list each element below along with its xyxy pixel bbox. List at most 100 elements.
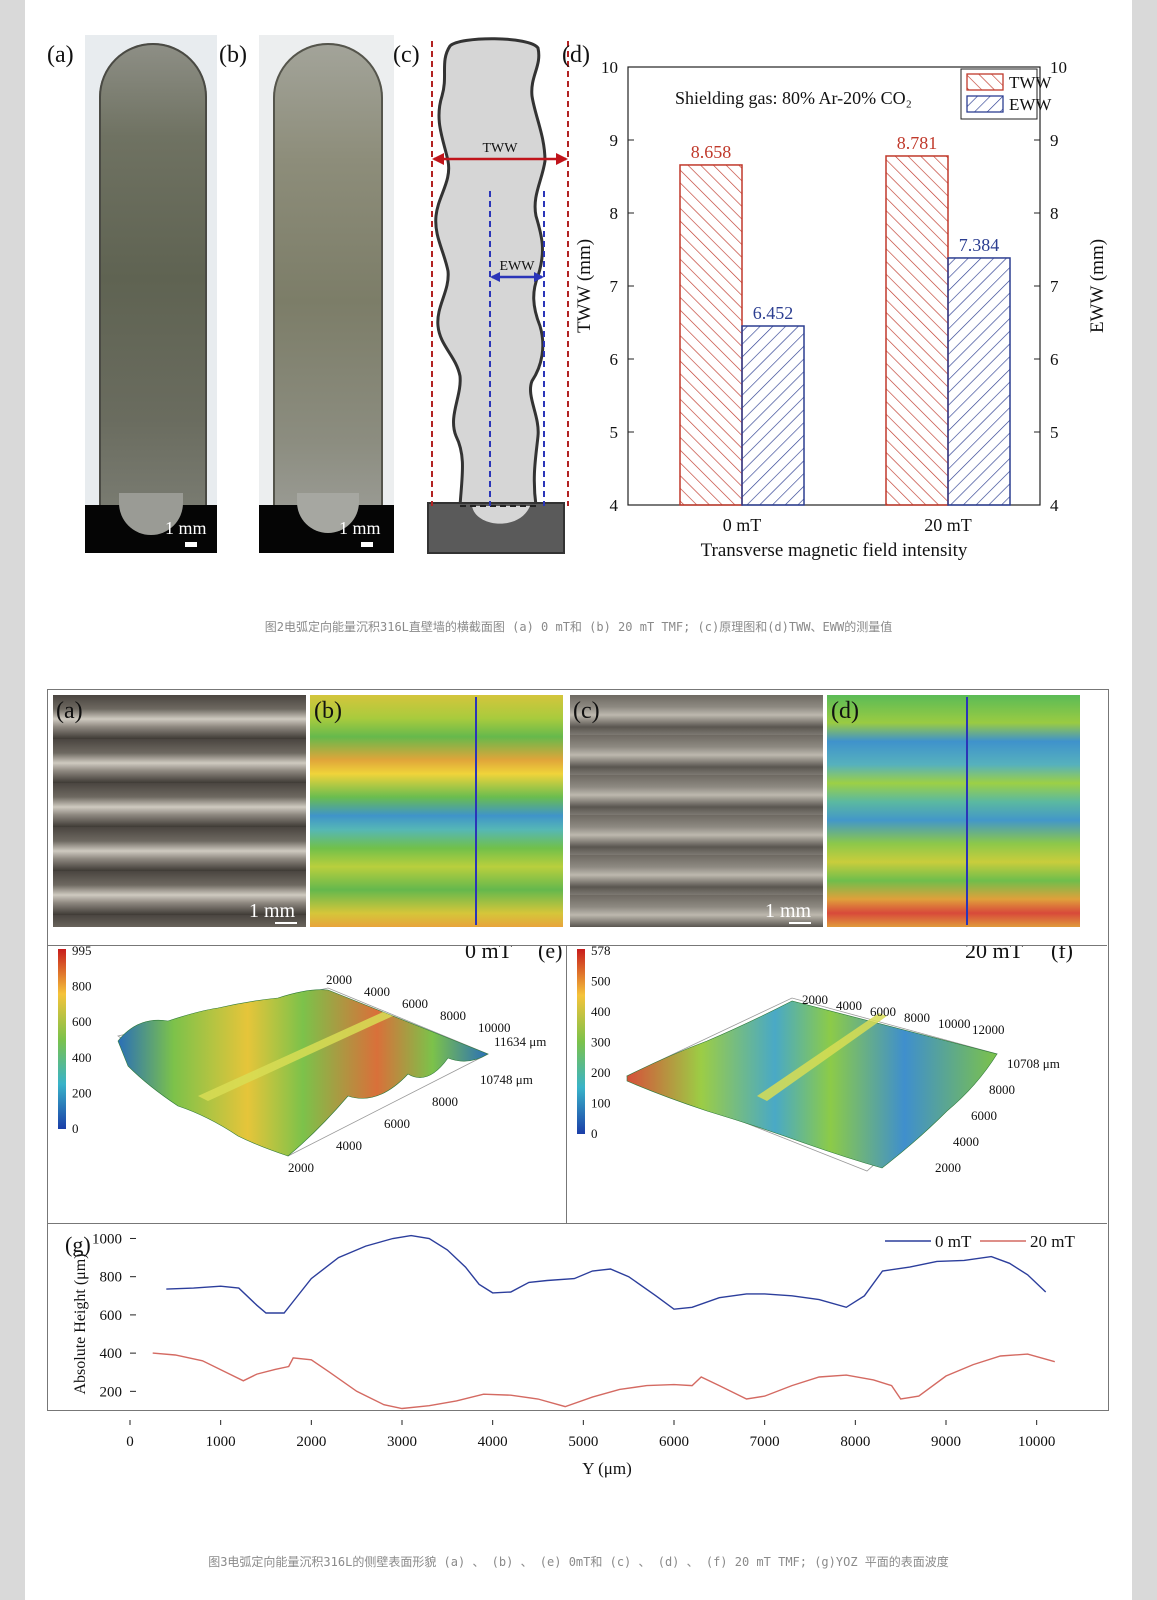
- bar-tww: [885, 155, 949, 506]
- fig3-scale-c: 1 mm: [765, 900, 812, 922]
- fig2-scale-b: 1 mm: [339, 518, 381, 538]
- fig3-scale-a: 1 mm: [249, 900, 296, 922]
- y-tick-label: 1000: [92, 1231, 122, 1247]
- y-tick-label: 7: [610, 277, 619, 296]
- x-tick-label: 0: [126, 1434, 134, 1450]
- divider: [566, 945, 567, 1223]
- y2-tick-label: 9: [1050, 131, 1059, 150]
- colorbar-tick-label: 600: [72, 1014, 92, 1029]
- colorbar-tick-label: 200: [591, 1065, 611, 1080]
- scale-bar: [275, 922, 297, 924]
- y-tick-label: 10: [601, 58, 618, 77]
- x-tick-label: 8000: [840, 1434, 870, 1450]
- divider: [47, 945, 1107, 946]
- y-tick-label: 8: [610, 204, 619, 223]
- scale-bar: [789, 922, 811, 924]
- surface-e: [117, 989, 489, 1157]
- y2-tick-label: 8: [1050, 204, 1059, 223]
- axis-tick-label: 2000: [326, 972, 352, 987]
- profile-line: [966, 697, 968, 925]
- colorbar-tick-label: 500: [591, 974, 611, 989]
- y-tick-label: 600: [100, 1308, 123, 1324]
- y-tick-label: 6: [610, 350, 619, 369]
- paper-page: (a) 1 mm (b) 1 mm (c) TWW EWW (d): [25, 0, 1132, 1600]
- surface-3d-20mT: 578 500 400 300 200 100 0 20 mT (f) 2000 4000 60…: [577, 946, 1073, 1175]
- axis-tick-label: 10748 μm: [480, 1072, 533, 1087]
- fig3-caption: 图3电弧定向能量沉积316L的侧壁表面形貌 (a) 、 (b) 、 (e) 0m…: [208, 1555, 949, 1569]
- profile-line: [475, 697, 477, 925]
- fig2-panel-c-label: (c): [393, 42, 420, 68]
- bar-tww: [679, 164, 743, 506]
- axis-end-label: 11634 μm: [494, 1034, 546, 1049]
- cross-section-photo-0mT: [85, 35, 217, 553]
- fig2-scale-a: 1 mm: [165, 518, 207, 538]
- legend-swatch: [966, 73, 1004, 91]
- colorbar-tick-label: 0: [591, 1126, 598, 1141]
- schematic-tww-label: TWW: [483, 141, 519, 156]
- fig3-panel-b-label: (b): [314, 698, 342, 724]
- y-tick-label: 800: [100, 1270, 123, 1286]
- panel-f-title: 20 mT: [965, 946, 1024, 963]
- colorbar-tick-label: 400: [72, 1050, 92, 1065]
- legend-swatch: [966, 95, 1004, 113]
- axis-tick-label: 4000: [836, 998, 862, 1013]
- x-tick-label: 4000: [478, 1434, 508, 1450]
- side-surface-heightmap-0mT: [310, 695, 563, 927]
- x-tick-label: 1000: [206, 1434, 236, 1450]
- wall-schematic: TWW EWW: [427, 37, 569, 554]
- axis-tick-label: 8000: [989, 1082, 1015, 1097]
- x-axis-title: Transverse magnetic field intensity: [701, 540, 968, 561]
- x-tick-label: 9000: [931, 1434, 961, 1450]
- axis-tick-label: 2000: [288, 1160, 314, 1175]
- axis-tick-label: 10000: [478, 1020, 511, 1035]
- colorbar-e: [58, 949, 66, 1129]
- bar-eww: [741, 325, 805, 506]
- bar-eww: [947, 257, 1011, 506]
- cross-section-photo-20mT: [259, 35, 394, 553]
- surface-f: [626, 1000, 998, 1169]
- y-tick-label: 400: [100, 1346, 123, 1362]
- y2-tick-label: 7: [1050, 277, 1059, 296]
- fig2-caption: 图2电弧定向能量沉积316L直壁墙的横截面图 (a) 0 mT和 (b) 20 …: [264, 620, 893, 634]
- fig2-panel-d-label: (d): [562, 42, 590, 68]
- side-surface-photo-0mT: [53, 695, 306, 927]
- y-tick-label: 4: [610, 496, 619, 515]
- schematic-eww-label: EWW: [500, 259, 536, 274]
- y2-tick-label: 5: [1050, 423, 1059, 442]
- y-tick-label: 5: [610, 423, 619, 442]
- axis-tick-label: 8000: [904, 1010, 930, 1025]
- x-tick-label: 5000: [568, 1434, 598, 1450]
- profile-band-e: [198, 1012, 393, 1101]
- side-surface-photo-20mT: [570, 695, 823, 927]
- x-axis-title: Y (μm): [582, 1459, 632, 1478]
- axis-tick-label: 6000: [870, 1004, 896, 1019]
- axis-tick-label: 12000: [972, 1022, 1005, 1037]
- chart-annotation: Shielding gas: 80% Ar-20% CO₂: [675, 88, 912, 108]
- x-tick-label: 7000: [750, 1434, 780, 1450]
- x-tick-label: 0 mT: [723, 515, 762, 535]
- colorbar-tick-label: 800: [72, 979, 92, 994]
- width-bar-chart: 4 4 5 5 6 6 7 7 8 8 9 9 10 10 0 mT 8.658 6.452 20 mT 8.781…: [575, 58, 1108, 561]
- y2-axis-title: EWW (mm): [1087, 239, 1108, 333]
- fig2-panel-b-label: (b): [219, 42, 247, 68]
- axis-tick-label: 6000: [971, 1108, 997, 1123]
- axis-tick-label: 8000: [440, 1008, 466, 1023]
- x-tick-label: 2000: [296, 1434, 326, 1450]
- profile-band-f: [757, 1013, 887, 1101]
- y-axis-title: TWW (mm): [575, 239, 595, 333]
- x-tick-label: 3000: [387, 1434, 417, 1450]
- axis-tick-label: 10708 μm: [1007, 1056, 1060, 1071]
- bar-data-label: 7.384: [959, 235, 1000, 255]
- bar-data-label: 8.781: [897, 133, 938, 153]
- colorbar-tick-label: 100: [591, 1096, 611, 1111]
- legend-box: [960, 68, 1038, 120]
- x-tick-label: 20 mT: [924, 515, 972, 535]
- fig2-panel-a-label: (a): [47, 42, 74, 68]
- fig3-panel-c-label: (c): [573, 698, 600, 724]
- fig3-panel-a-label: (a): [56, 698, 83, 724]
- y2-tick-label: 4: [1050, 496, 1059, 515]
- x-tick-label: 10000: [1018, 1434, 1056, 1450]
- bar-data-label: 8.658: [691, 142, 732, 162]
- legend-label: 20 mT: [1030, 1232, 1075, 1251]
